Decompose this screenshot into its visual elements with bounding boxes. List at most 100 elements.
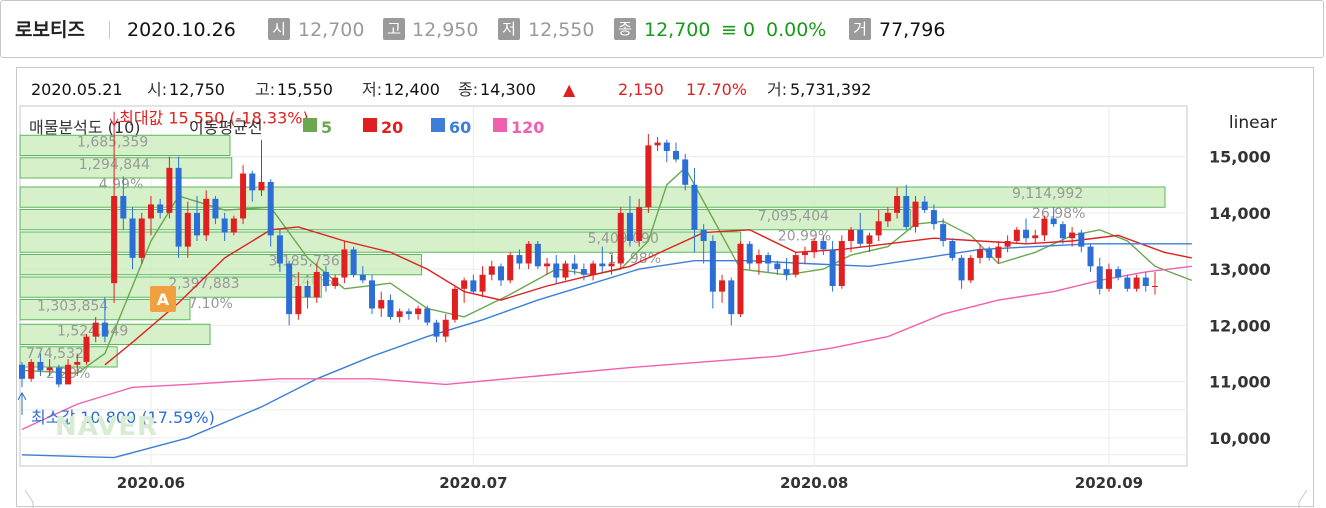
candle-body xyxy=(728,280,735,315)
candle-body xyxy=(921,201,928,211)
min-value-label: 최소값 10,800 (17.59%) xyxy=(31,408,215,427)
y-tick-label: 13,000 xyxy=(1209,260,1271,279)
candle-body xyxy=(249,173,256,191)
candlestick-chart[interactable]: 2020.05.21 시: 12,750 고: 15,550 저: 12,400 종: 14,3… xyxy=(17,68,1315,508)
candle-body xyxy=(507,255,514,281)
close-badge: 종 xyxy=(614,18,636,40)
info-low-label: 저: xyxy=(362,80,382,99)
candle-body xyxy=(74,361,81,365)
info-open: 12,750 xyxy=(169,80,225,99)
max-arrow-icon xyxy=(109,118,119,127)
candle-body xyxy=(1133,277,1140,289)
event-badge xyxy=(150,286,176,312)
candle-body xyxy=(590,263,597,275)
x-tick-label: 2020.06 xyxy=(117,474,185,492)
candle-body xyxy=(369,280,376,309)
candle-body xyxy=(147,204,154,219)
volume-profile-volume: 774,532 xyxy=(26,346,84,362)
stock-chart[interactable]: 2020.05.21 시: 12,750 고: 15,550 저: 12,400 종: 14,3… xyxy=(16,67,1315,508)
candle-body xyxy=(405,311,412,315)
candle-body xyxy=(746,243,753,264)
candle-body xyxy=(166,167,173,213)
info-high-label: 고: xyxy=(255,80,275,99)
candle-body xyxy=(240,173,247,219)
candle-body xyxy=(258,181,265,191)
candle-body xyxy=(525,243,532,264)
volume-profile-percent: 20.99% xyxy=(778,229,831,245)
ma-20-line xyxy=(104,226,1192,366)
stock-summary-bar: 로보티즈 2020.10.26 시 12,700 고 12,950 저 12,5… xyxy=(0,0,1324,58)
candle-body xyxy=(212,198,219,219)
candle-body xyxy=(359,274,366,281)
x-tick-label: 2020.07 xyxy=(439,474,507,492)
volume-profile-bar xyxy=(19,254,422,276)
candle-body xyxy=(120,196,127,219)
candle-body xyxy=(553,263,560,278)
candle-body xyxy=(129,218,136,258)
candle-body xyxy=(645,145,652,208)
legend-ma-5-swatch xyxy=(303,118,317,132)
candle-body xyxy=(940,224,947,241)
candle-body xyxy=(203,198,210,236)
candle-body xyxy=(1152,286,1158,287)
info-volume-label: 거: xyxy=(767,80,787,99)
volume-profile-volume: 1,685,359 xyxy=(77,134,148,150)
low-badge: 저 xyxy=(498,18,520,40)
candle-body xyxy=(709,241,716,292)
candle-body xyxy=(967,257,974,281)
candle-body xyxy=(534,243,541,267)
volume-profile-percent: 7.10% xyxy=(188,296,232,312)
candle-body xyxy=(599,263,606,267)
candle-body xyxy=(829,249,836,286)
candle-body xyxy=(884,212,891,222)
volume-profile-percent: 26.98% xyxy=(1032,206,1085,222)
candle-body xyxy=(1096,266,1103,289)
candle-body xyxy=(341,249,348,278)
candle-body xyxy=(774,263,781,270)
candle-body xyxy=(654,142,661,146)
info-open-label: 시: xyxy=(147,80,167,99)
candle-body xyxy=(1013,229,1020,241)
candle-body xyxy=(451,288,458,320)
info-date: 2020.05.21 xyxy=(31,80,123,99)
candle-body xyxy=(1059,224,1066,239)
volume-profile-volume: 1,303,854 xyxy=(37,299,108,315)
high-value: 12,950 xyxy=(412,19,479,41)
candle-body xyxy=(276,235,283,264)
candle-body xyxy=(37,361,44,371)
naver-watermark: NAVER xyxy=(55,412,158,442)
candle-body xyxy=(488,266,495,275)
change-percent: 0.00% xyxy=(766,19,827,41)
info-close: 14,300 xyxy=(480,80,536,99)
candle-body xyxy=(1105,269,1112,289)
open-badge: 시 xyxy=(268,18,290,40)
candle-body xyxy=(92,322,99,337)
max-value-label: 최대값 15,550 (-18.33%) xyxy=(119,109,309,128)
candle-body xyxy=(415,308,422,315)
candle-body xyxy=(848,229,855,241)
candle-body xyxy=(792,255,799,275)
candle-body xyxy=(866,235,873,244)
volume-profile-bar xyxy=(19,134,231,156)
candle-body xyxy=(19,364,25,379)
candle-body xyxy=(719,280,726,292)
candle-body xyxy=(783,269,790,275)
x-tick-label: 2020.08 xyxy=(780,474,848,492)
volume-profile-bar xyxy=(19,186,1166,208)
legend-ma-60-label: 60 xyxy=(449,118,471,137)
volume-profile-volume: 7,095,404 xyxy=(758,209,829,225)
legend-ma-20-swatch xyxy=(363,118,377,132)
info-volume: 5,731,392 xyxy=(790,80,871,99)
candle-body xyxy=(184,212,191,247)
candle-body xyxy=(682,159,689,185)
candle-body xyxy=(700,229,707,241)
candle-body xyxy=(857,229,864,244)
candle-body xyxy=(691,184,698,230)
low-value: 12,550 xyxy=(528,19,595,41)
candle-body xyxy=(304,286,311,298)
info-high: 15,550 xyxy=(277,80,333,99)
candle-body xyxy=(737,243,744,315)
y-tick-label: 11,000 xyxy=(1209,373,1271,392)
separator xyxy=(109,21,110,39)
candle-body xyxy=(479,274,486,292)
